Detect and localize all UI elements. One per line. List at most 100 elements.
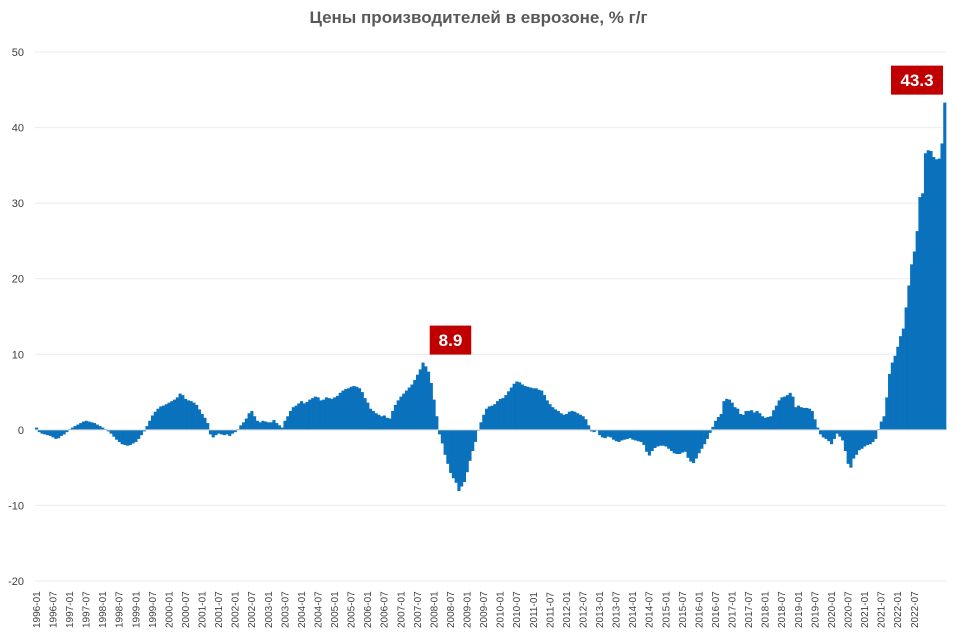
bar [578, 414, 582, 430]
bar [184, 398, 188, 430]
bar [266, 422, 270, 430]
x-tick-label: 2017-01 [728, 591, 739, 628]
bar [769, 416, 773, 430]
bar [432, 399, 436, 430]
value-callout: 43.3 [891, 65, 944, 95]
bar [62, 429, 66, 435]
bar [882, 416, 886, 430]
bar [352, 386, 356, 430]
bar [683, 429, 687, 452]
x-tick-label: 2007-07 [413, 591, 424, 628]
x-tick-label: 2007-01 [396, 591, 407, 628]
bar [896, 346, 900, 430]
bar [344, 389, 348, 430]
bar [189, 401, 193, 430]
bar [899, 336, 903, 430]
bar [656, 429, 660, 447]
bar [645, 429, 649, 452]
bar [357, 388, 362, 430]
x-tick-label: 2006-07 [380, 591, 391, 628]
bar [562, 414, 566, 430]
bar [137, 429, 141, 439]
x-tick-label: 2018-07 [777, 591, 788, 628]
bar [888, 373, 892, 430]
callout-label: 8.9 [439, 331, 463, 350]
bar [54, 429, 58, 439]
x-tick-label: 2009-07 [479, 591, 490, 628]
bar [484, 408, 489, 430]
bar [305, 401, 309, 430]
y-tick-label: 50 [12, 47, 24, 59]
x-tick-label: 1996-07 [48, 591, 59, 628]
x-tick-label: 2002-07 [247, 591, 258, 628]
bar [650, 429, 654, 452]
bar [672, 429, 676, 454]
bar [600, 429, 605, 438]
bar [791, 396, 795, 430]
bar [934, 159, 939, 430]
bar [860, 429, 864, 449]
bar [308, 399, 312, 430]
bar [374, 413, 378, 430]
bar [573, 411, 577, 430]
x-tick-label: 2005-01 [330, 591, 341, 628]
x-tick-label: 2013-07 [612, 591, 623, 628]
bar [490, 405, 494, 430]
bar [106, 429, 110, 432]
bar [598, 429, 602, 436]
bar [733, 407, 737, 430]
x-tick-label: 2020-01 [827, 591, 838, 628]
x-tick-label: 2019-07 [810, 591, 821, 628]
bar [849, 429, 853, 468]
bar [159, 406, 163, 430]
bar [634, 429, 638, 441]
bar [131, 429, 135, 444]
bar [161, 405, 166, 430]
bar [81, 421, 86, 430]
bar [581, 416, 585, 430]
x-tick-label: 2012-07 [578, 591, 589, 628]
x-tick-label: 2006-01 [363, 591, 374, 628]
x-tick-label: 2016-01 [694, 591, 705, 628]
bar [404, 390, 409, 430]
bar [440, 429, 444, 444]
bar [686, 429, 690, 458]
bar [736, 408, 740, 430]
bar [813, 419, 817, 430]
bar [396, 400, 400, 430]
bar [443, 429, 447, 455]
bar [653, 429, 657, 448]
bar [559, 413, 563, 430]
bar [231, 429, 235, 434]
bar [217, 429, 221, 434]
chart-title: Цены производителей в еврозоне, % г/г [309, 8, 648, 27]
bar [43, 429, 47, 435]
bar [451, 429, 455, 479]
bar [943, 102, 947, 430]
bar [708, 429, 712, 433]
bar [589, 429, 593, 432]
bar [413, 379, 417, 430]
x-tick-label: 1999-07 [148, 591, 159, 628]
y-tick-label: 20 [12, 274, 24, 286]
bar [868, 429, 872, 445]
bar [893, 355, 897, 430]
bar [636, 429, 640, 442]
bar [926, 150, 930, 430]
bar [661, 429, 665, 446]
bar [802, 407, 806, 430]
bar [407, 387, 411, 430]
bar [940, 143, 944, 430]
bar [689, 429, 693, 462]
bar [727, 399, 732, 430]
x-tick-label: 2020-07 [844, 591, 855, 628]
bar [493, 404, 497, 430]
bar [912, 251, 916, 430]
bar [313, 396, 317, 430]
bar [288, 410, 293, 430]
bar [233, 429, 237, 433]
bar [783, 396, 787, 430]
bar [214, 429, 218, 436]
bar [258, 422, 262, 430]
